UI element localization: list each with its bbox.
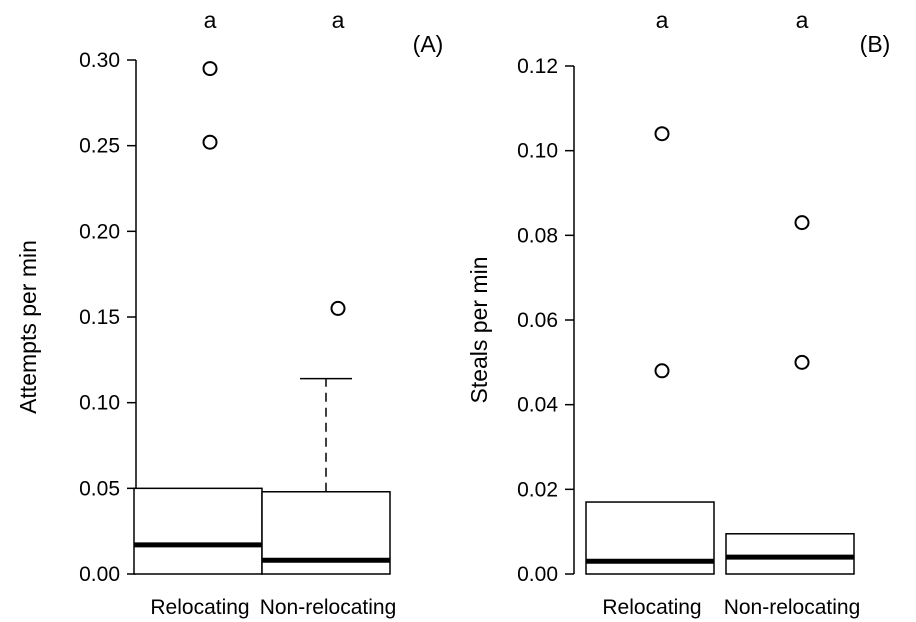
y-tick-label: 0.08 <box>517 224 558 247</box>
y-tick-label: 0.02 <box>517 478 558 501</box>
outlier-point <box>794 354 810 370</box>
y-tick-label: 0.10 <box>517 140 558 163</box>
y-axis-title: Steals per min <box>466 256 492 403</box>
y-tick-label: 0.20 <box>79 220 120 243</box>
y-tick-label: 0.10 <box>79 392 120 415</box>
y-tick-label: 0.30 <box>79 49 120 72</box>
outlier-point <box>794 215 810 231</box>
significance-letter: a <box>204 7 217 33</box>
y-tick-label: 0.04 <box>517 394 558 417</box>
y-axis-title: Attempts per min <box>15 240 41 414</box>
category-label: Relocating <box>602 596 701 619</box>
significance-letter: a <box>796 7 809 33</box>
panel-label: (B) <box>860 31 891 57</box>
category-label: Relocating <box>150 596 249 619</box>
y-tick-label: 0.06 <box>517 309 558 332</box>
y-tick-label: 0.05 <box>79 477 120 500</box>
y-tick-label: 0.25 <box>79 135 120 158</box>
outlier-point <box>202 61 218 77</box>
y-tick-label: 0.00 <box>79 563 120 586</box>
box-body <box>725 533 855 575</box>
significance-letter: a <box>656 7 669 33</box>
panel-b: 0.00 0.02 0.04 0.06 0.08 0.10 0.12 Steals per m… <box>466 7 890 619</box>
panel-label: (A) <box>413 31 444 57</box>
outlier-point <box>654 126 670 142</box>
outlier-point <box>202 134 218 150</box>
category-label: Non-relocating <box>260 596 397 619</box>
category-label: Non-relocating <box>724 596 861 619</box>
y-tick-label: 0.15 <box>79 306 120 329</box>
y-tick-label: 0.00 <box>517 563 558 586</box>
y-tick-label: 0.12 <box>517 55 558 78</box>
outlier-point <box>654 363 670 379</box>
panel-a: 0.00 0.05 0.10 0.15 0.20 0.25 0.30 Attempts per… <box>15 7 443 619</box>
box-body <box>133 487 263 575</box>
significance-letter: a <box>332 7 345 33</box>
outlier-point <box>330 300 346 316</box>
